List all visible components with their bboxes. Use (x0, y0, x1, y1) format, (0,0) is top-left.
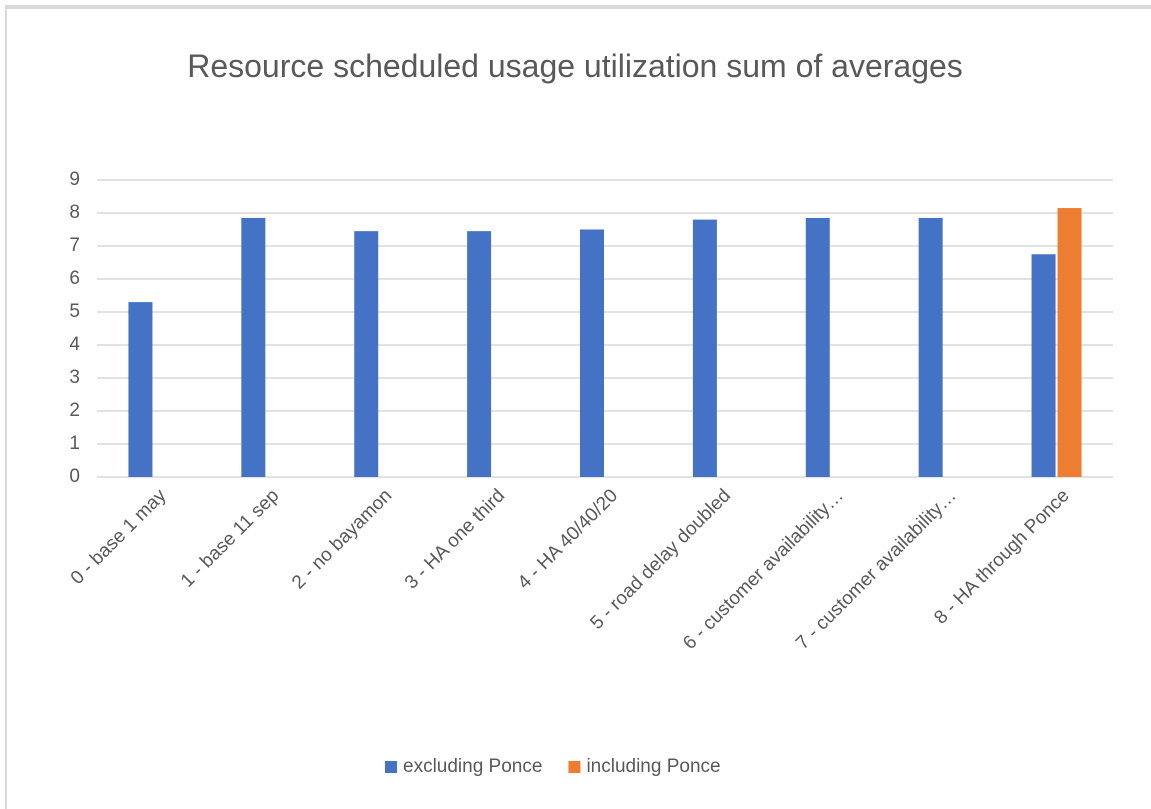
legend-label: excluding Ponce (403, 756, 542, 777)
x-tick-label: 0 - base 1 may (67, 485, 171, 589)
bar (1031, 254, 1056, 477)
y-tick-label: 8 (69, 202, 80, 223)
bar (128, 302, 153, 477)
bar (692, 219, 717, 477)
bar (580, 229, 604, 477)
bar (354, 231, 379, 477)
y-tick-label: 6 (69, 268, 80, 289)
y-tick-label: 0 (69, 466, 80, 487)
y-tick-label: 3 (69, 367, 80, 388)
chart-border (5, 5, 1151, 809)
y-tick-label: 2 (69, 400, 80, 421)
bar (1057, 208, 1082, 478)
legend-swatch (385, 761, 397, 773)
bar (467, 231, 492, 477)
y-tick-label: 1 (69, 433, 80, 454)
y-tick-label: 9 (69, 169, 80, 190)
bar (241, 217, 266, 477)
x-tick-label: 2 - no bayamon (288, 485, 396, 593)
bar (918, 217, 943, 477)
y-tick-label: 5 (69, 301, 80, 322)
bar (805, 217, 830, 477)
x-tick-label: 3 - HA one third (401, 485, 509, 593)
chart-title: Resource scheduled usage utilization sum… (187, 48, 963, 84)
y-tick-label: 4 (69, 334, 80, 355)
x-tick-label: 4 - HA 40/40/20 (514, 485, 622, 593)
y-tick-label: 7 (69, 235, 80, 256)
legend-label: including Ponce (586, 756, 720, 777)
x-tick-label: 1 - base 11 sep (177, 485, 283, 591)
legend-swatch (568, 761, 581, 773)
